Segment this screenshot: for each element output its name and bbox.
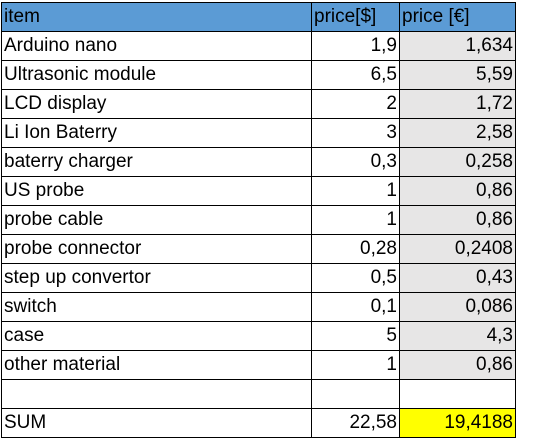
item-cell[interactable]: other material	[1, 350, 312, 380]
price-eur-cell[interactable]: 0,2408	[399, 234, 516, 264]
price-usd-cell[interactable]: 1	[311, 205, 400, 235]
price-eur-cell[interactable]: 4,3	[399, 321, 516, 351]
price-eur-cell[interactable]: 5,59	[399, 60, 516, 90]
price-eur-cell[interactable]: 0,86	[399, 176, 516, 206]
price-usd-cell[interactable]: 0,28	[311, 234, 400, 264]
price-table: item price[$] price [€] Arduino nano 1,9 1…	[1, 2, 516, 438]
item-cell[interactable]: step up convertor	[1, 263, 312, 293]
empty-row	[1, 379, 516, 409]
price-eur-cell[interactable]: 1,634	[399, 31, 516, 61]
header-price-eur[interactable]: price [€]	[399, 2, 516, 32]
table-row: Ultrasonic module 6,5 5,59	[1, 60, 516, 90]
item-cell[interactable]: switch	[1, 292, 312, 322]
price-eur-cell[interactable]: 0,86	[399, 350, 516, 380]
table-row: LCD display 2 1,72	[1, 89, 516, 119]
item-cell[interactable]: Li Ion Baterry	[1, 118, 312, 148]
item-cell[interactable]: US probe	[1, 176, 312, 206]
empty-cell[interactable]	[399, 379, 516, 409]
price-usd-cell[interactable]: 1	[311, 176, 400, 206]
item-cell[interactable]: baterry charger	[1, 147, 312, 177]
item-cell[interactable]: probe cable	[1, 205, 312, 235]
table-row: switch 0,1 0,086	[1, 292, 516, 322]
price-usd-cell[interactable]: 0,5	[311, 263, 400, 293]
item-cell[interactable]: probe connector	[1, 234, 312, 264]
price-usd-cell[interactable]: 1,9	[311, 31, 400, 61]
price-usd-cell[interactable]: 2	[311, 89, 400, 119]
table-row: Li Ion Baterry 3 2,58	[1, 118, 516, 148]
sum-usd-cell[interactable]: 22,58	[311, 408, 400, 438]
price-eur-cell[interactable]: 1,72	[399, 89, 516, 119]
price-eur-cell[interactable]: 0,086	[399, 292, 516, 322]
sum-eur-cell[interactable]: 19,4188	[399, 408, 516, 438]
price-usd-cell[interactable]: 3	[311, 118, 400, 148]
table-row: probe connector 0,28 0,2408	[1, 234, 516, 264]
price-usd-cell[interactable]: 6,5	[311, 60, 400, 90]
item-cell[interactable]: Arduino nano	[1, 31, 312, 61]
price-usd-cell[interactable]: 5	[311, 321, 400, 351]
table-row: US probe 1 0,86	[1, 176, 516, 206]
table-row: Arduino nano 1,9 1,634	[1, 31, 516, 61]
item-cell[interactable]: LCD display	[1, 89, 312, 119]
header-item[interactable]: item	[1, 2, 312, 32]
header-price-usd[interactable]: price[$]	[311, 2, 400, 32]
table-row: baterry charger 0,3 0,258	[1, 147, 516, 177]
table-row: case 5 4,3	[1, 321, 516, 351]
empty-cell[interactable]	[311, 379, 400, 409]
price-usd-cell[interactable]: 0,3	[311, 147, 400, 177]
item-cell[interactable]: case	[1, 321, 312, 351]
price-eur-cell[interactable]: 0,43	[399, 263, 516, 293]
empty-cell[interactable]	[1, 379, 312, 409]
table-row: step up convertor 0,5 0,43	[1, 263, 516, 293]
price-eur-cell[interactable]: 2,58	[399, 118, 516, 148]
sum-row: SUM 22,58 19,4188	[1, 408, 516, 438]
item-cell[interactable]: Ultrasonic module	[1, 60, 312, 90]
table-row: other material 1 0,86	[1, 350, 516, 380]
price-eur-cell[interactable]: 0,258	[399, 147, 516, 177]
header-row: item price[$] price [€]	[1, 2, 516, 32]
sum-label-cell[interactable]: SUM	[1, 408, 312, 438]
price-usd-cell[interactable]: 0,1	[311, 292, 400, 322]
price-eur-cell[interactable]: 0,86	[399, 205, 516, 235]
price-usd-cell[interactable]: 1	[311, 350, 400, 380]
table-row: probe cable 1 0,86	[1, 205, 516, 235]
